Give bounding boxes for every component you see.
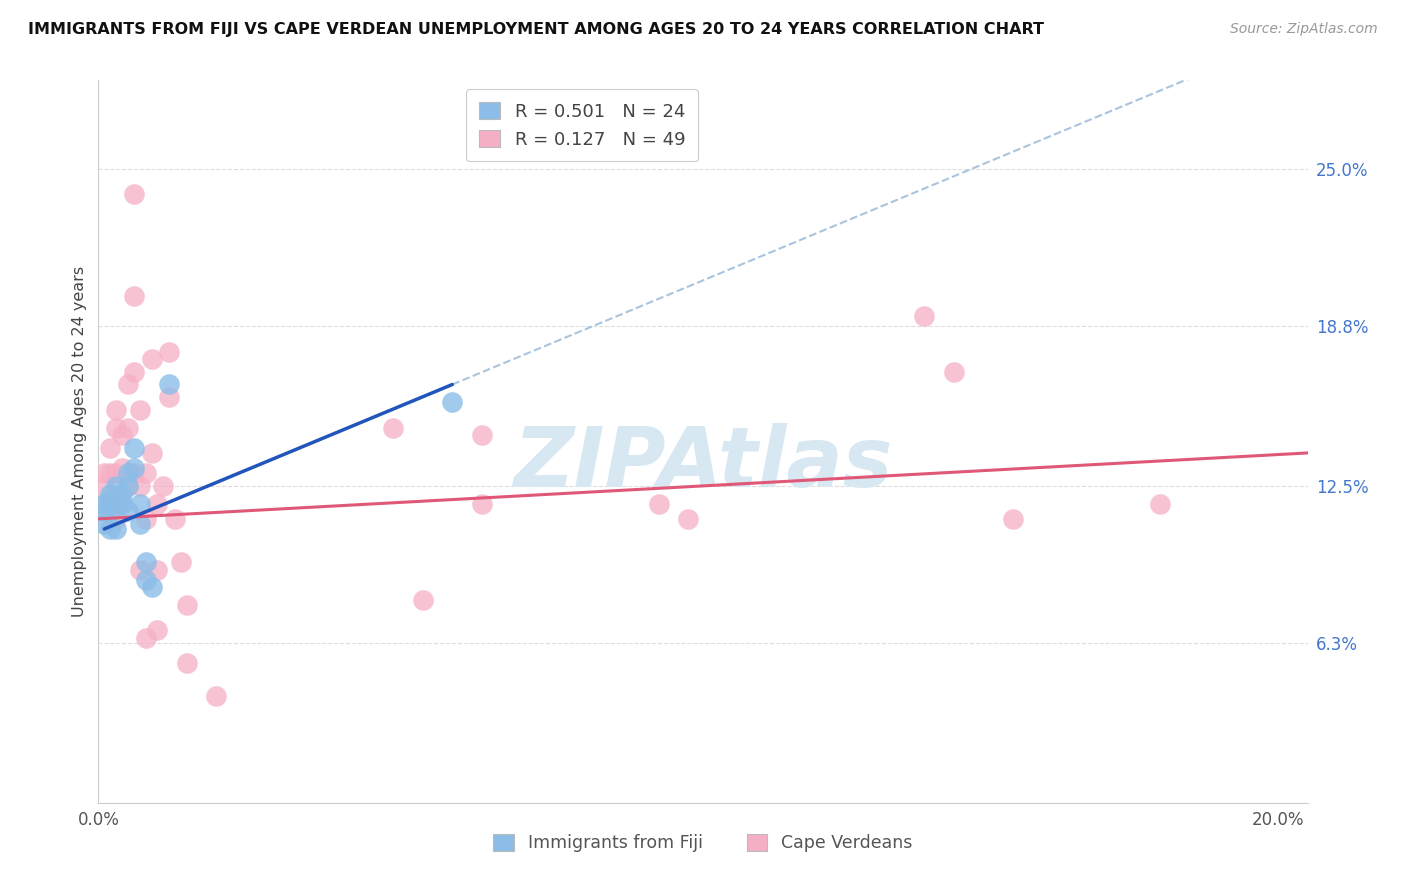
- Point: [93, 467, 115, 481]
- Point: [912, 309, 935, 323]
- Point: [105, 479, 128, 493]
- Point: [1149, 497, 1171, 511]
- Point: [135, 573, 157, 587]
- Point: [128, 402, 150, 417]
- Point: [205, 690, 228, 704]
- Point: [1001, 512, 1024, 526]
- Text: Source: ZipAtlas.com: Source: ZipAtlas.com: [1230, 22, 1378, 37]
- Point: [111, 497, 134, 511]
- Point: [122, 187, 145, 202]
- Point: [135, 631, 157, 645]
- Y-axis label: Unemployment Among Ages 20 to 24 years: Unemployment Among Ages 20 to 24 years: [72, 266, 87, 617]
- Point: [165, 512, 187, 526]
- Point: [105, 512, 128, 526]
- Point: [176, 657, 198, 671]
- Point: [93, 504, 115, 518]
- Point: [93, 516, 115, 531]
- Point: [98, 504, 121, 518]
- Point: [157, 344, 180, 359]
- Point: [648, 497, 671, 511]
- Point: [146, 497, 169, 511]
- Point: [146, 624, 169, 638]
- Point: [93, 479, 115, 493]
- Point: [412, 593, 434, 607]
- Point: [128, 479, 150, 493]
- Point: [471, 428, 494, 442]
- Point: [128, 563, 150, 577]
- Point: [135, 555, 157, 569]
- Point: [157, 390, 180, 404]
- Point: [105, 402, 128, 417]
- Point: [105, 522, 128, 536]
- Point: [105, 467, 128, 481]
- Point: [146, 563, 169, 577]
- Point: [117, 504, 139, 518]
- Point: [98, 441, 121, 455]
- Point: [170, 555, 193, 569]
- Point: [141, 446, 163, 460]
- Point: [135, 467, 157, 481]
- Point: [141, 580, 163, 594]
- Point: [93, 497, 115, 511]
- Text: IMMIGRANTS FROM FIJI VS CAPE VERDEAN UNEMPLOYMENT AMONG AGES 20 TO 24 YEARS CORR: IMMIGRANTS FROM FIJI VS CAPE VERDEAN UNE…: [28, 22, 1045, 37]
- Point: [122, 441, 145, 455]
- Point: [128, 497, 150, 511]
- Point: [111, 428, 134, 442]
- Point: [152, 479, 174, 493]
- Point: [117, 479, 139, 493]
- Legend: Immigrants from Fiji, Cape Verdeans: Immigrants from Fiji, Cape Verdeans: [486, 827, 920, 859]
- Point: [117, 420, 139, 434]
- Point: [117, 377, 139, 392]
- Point: [135, 512, 157, 526]
- Point: [98, 467, 121, 481]
- Point: [382, 420, 405, 434]
- Point: [117, 479, 139, 493]
- Point: [111, 486, 134, 500]
- Point: [117, 467, 139, 481]
- Point: [98, 522, 121, 536]
- Point: [105, 497, 128, 511]
- Point: [122, 467, 145, 481]
- Point: [98, 497, 121, 511]
- Point: [111, 461, 134, 475]
- Point: [122, 461, 145, 475]
- Point: [471, 497, 494, 511]
- Point: [157, 377, 180, 392]
- Point: [441, 395, 464, 409]
- Point: [678, 512, 700, 526]
- Point: [98, 486, 121, 500]
- Point: [105, 420, 128, 434]
- Point: [128, 516, 150, 531]
- Point: [98, 491, 121, 506]
- Point: [111, 497, 134, 511]
- Text: ZIPAtlas: ZIPAtlas: [513, 423, 893, 504]
- Point: [93, 497, 115, 511]
- Point: [942, 365, 965, 379]
- Point: [122, 365, 145, 379]
- Point: [122, 289, 145, 303]
- Point: [141, 352, 163, 367]
- Point: [176, 598, 198, 612]
